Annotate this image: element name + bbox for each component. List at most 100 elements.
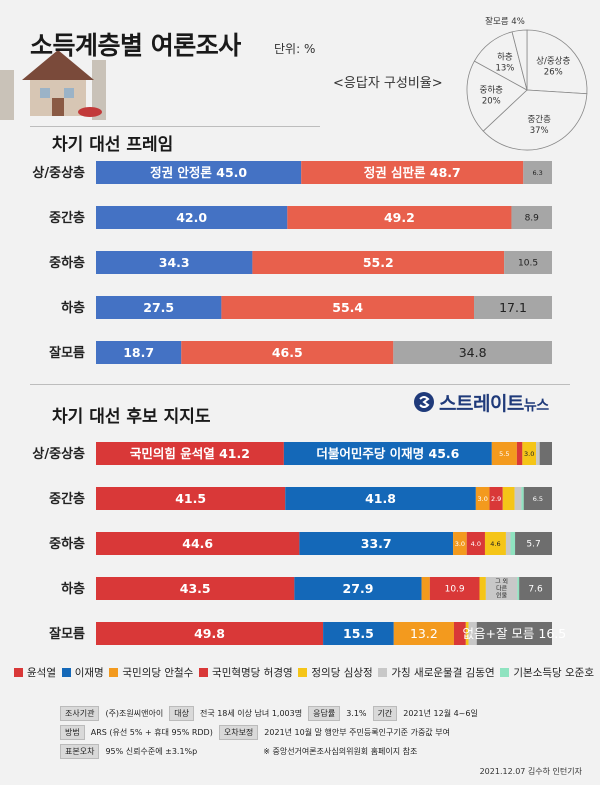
- pie-label: 중하층: [480, 85, 504, 96]
- row-label: 하층: [61, 300, 85, 316]
- legend-item: 정의당 심상정: [298, 665, 373, 680]
- candidate-section-title: 차기 대선 후보 지지도: [52, 407, 211, 427]
- bar-value-label: 55.4: [332, 300, 363, 315]
- info-tag: 기간: [372, 706, 398, 721]
- logo-main-text: 스트레이트: [439, 392, 524, 415]
- bar-value-label: 27.5: [143, 300, 174, 315]
- bar-value-label: 33.7: [361, 536, 392, 551]
- section-divider: [30, 384, 570, 385]
- info-value: 2021년 12월 4~6일: [403, 709, 478, 718]
- info-value: 전국 18세 이상 남녀 1,003명: [199, 709, 303, 718]
- bar-segment: [504, 251, 552, 274]
- legend-item: 가칭 새로운물결 김동연: [378, 665, 495, 680]
- bar-segment: [539, 442, 552, 465]
- bar-segment: [96, 251, 253, 274]
- bar-value-label: 10.5: [518, 259, 538, 269]
- bar-segment: [523, 161, 552, 184]
- bar-value-label: 18.7: [123, 345, 154, 360]
- bar-segment: [476, 622, 552, 645]
- bar-segment: [393, 341, 552, 364]
- bar-value-label: 정권 심판론 48.7: [364, 165, 461, 180]
- bar-segment: [523, 487, 552, 510]
- pie-value: 26%: [544, 67, 563, 77]
- bar-segment: [536, 442, 540, 465]
- frame-stacked-bar-chart: 상/중상층 정권 안정론 45.0 정권 심판론 48.7 6.3 중간층 42.0 49.…: [32, 161, 552, 364]
- bar-value-label: 그 외: [495, 579, 508, 586]
- logo-icon: [414, 392, 434, 412]
- straight-news-logo: 스트레이트뉴스: [413, 391, 549, 415]
- bar-segment: [466, 532, 485, 555]
- bar-segment: [221, 296, 475, 319]
- bar-segment: [515, 532, 552, 555]
- bar-segment: [96, 622, 324, 645]
- info-tag: 오차보정: [218, 725, 259, 740]
- bar-value-label: 8.9: [525, 214, 540, 224]
- footer-credit: 2021.12.07 김수하 인턴기자: [479, 767, 582, 776]
- bar-value-label: 17.1: [499, 300, 527, 315]
- pie-label: 하층: [497, 52, 513, 63]
- bar-segment: [299, 532, 454, 555]
- bar-segment: [511, 206, 552, 229]
- legend-item: 이재명: [61, 665, 104, 680]
- bar-segment: [393, 622, 454, 645]
- unit-label: 단위: %: [274, 42, 316, 56]
- bar-segment: [96, 442, 284, 465]
- bar-segment: [468, 622, 477, 645]
- bar-segment: [323, 622, 394, 645]
- info-value: 2021년 10월 말 행안부 주민등록인구기준 가중값 부여: [264, 728, 450, 737]
- bar-segment: [96, 341, 182, 364]
- bar-segment: [283, 442, 492, 465]
- bar-value-label: 4.6: [490, 540, 500, 548]
- pie-label: 중간층: [527, 114, 551, 125]
- bar-value-label: 49.8: [194, 626, 225, 641]
- bar-value-label: 55.2: [363, 255, 394, 270]
- bar-value-label: 국민의힘 윤석열 41.2: [130, 446, 250, 461]
- bar-segment: [421, 577, 430, 600]
- row-label: 하층: [61, 581, 85, 597]
- info-value: ARS (유선 5% + 휴대 95% RDD): [90, 728, 213, 737]
- house-illustration: [0, 50, 106, 120]
- bar-value-label: 6.5: [533, 495, 543, 503]
- bar-value-label: 13.2: [410, 626, 438, 641]
- bar-segment: [475, 487, 490, 510]
- bar-segment: [465, 622, 469, 645]
- pie-value: 37%: [530, 126, 549, 136]
- info-tag: 표본오차: [60, 744, 100, 759]
- info-note: ※ 중앙선거여론조사심의위원회 홈페이지 참조: [263, 747, 418, 756]
- bar-value-label: 4.0: [471, 540, 481, 548]
- pie-value: 13%: [495, 64, 514, 74]
- section-divider: [30, 126, 320, 127]
- pie-value: 20%: [482, 97, 501, 107]
- bar-segment: [287, 206, 512, 229]
- bar-segment: [516, 442, 523, 465]
- bar-segment: [489, 487, 503, 510]
- info-tag: 대상: [169, 706, 194, 721]
- legend: 윤석열 이재명 국민의당 안철수 국민혁명당 허경영 정의당 심상정 가칭 새로…: [14, 665, 594, 680]
- legend-item: 국민혁명당 허경영: [199, 665, 293, 680]
- bar-value-label: 다른: [496, 585, 508, 593]
- bar-value-label: 49.2: [384, 210, 415, 225]
- pie-slice: [482, 89, 588, 151]
- legend-item: 기본소득당 오준호: [500, 665, 594, 680]
- info-value: 95% 신뢰수준에 ±3.1%p: [105, 747, 198, 756]
- row-label: 상/중상층: [32, 165, 85, 181]
- bar-value-label: 3.0: [524, 450, 534, 458]
- row-label: 중간층: [49, 491, 85, 507]
- bar-segment: [96, 577, 295, 600]
- bar-segment: [491, 442, 517, 465]
- bar-value-label: 없음+잘 모름 16.5: [462, 626, 566, 641]
- bar-value-label: 41.5: [175, 491, 206, 506]
- survey-info-box: 조사기관 (주)조원씨앤아이 대상 전국 18세 이상 남녀 1,003명 응답…: [60, 706, 560, 759]
- bar-segment: [285, 487, 476, 510]
- bar-value-label: 3.0: [455, 540, 465, 548]
- info-tag: 방법: [60, 725, 85, 740]
- bar-value-label: 인물: [496, 593, 508, 600]
- row-label: 잘모름: [49, 627, 85, 642]
- bar-segment: [96, 161, 302, 184]
- bar-value-label: 정권 안정론 45.0: [150, 165, 247, 180]
- bar-value-label: 5.7: [526, 540, 540, 550]
- bar-segment: [514, 487, 522, 510]
- bar-value-label: 2.9: [491, 495, 501, 503]
- row-label: 중하층: [49, 536, 85, 552]
- bar-value-label: 7.6: [528, 585, 543, 595]
